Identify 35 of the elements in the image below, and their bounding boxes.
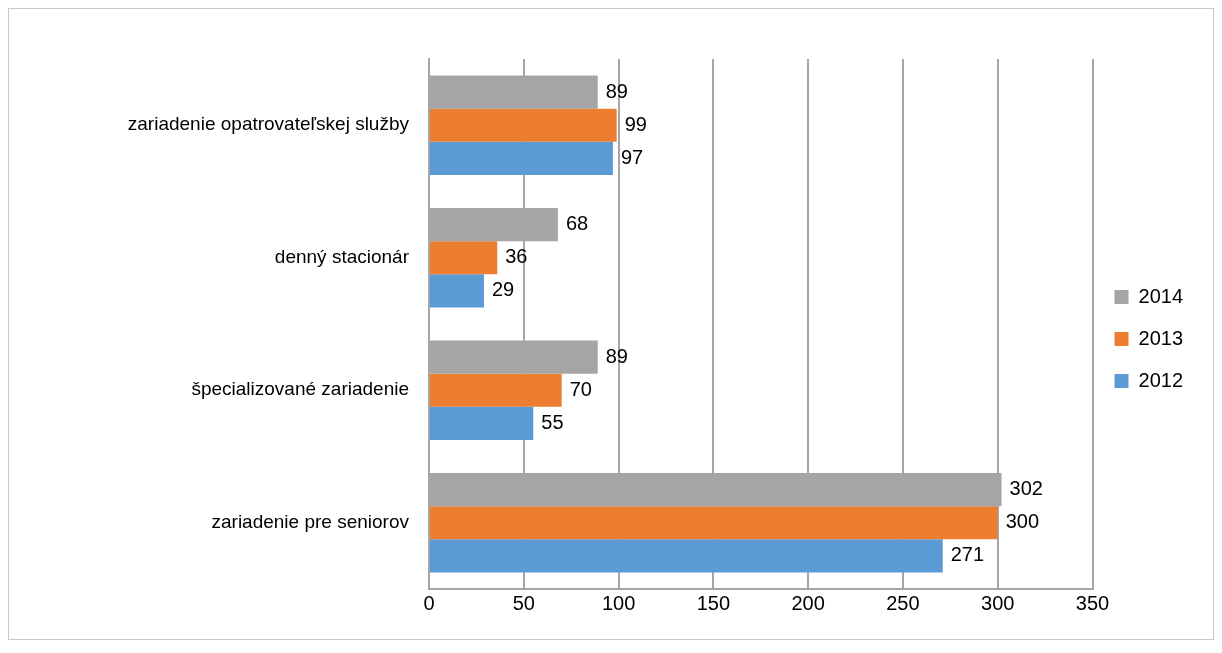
data-label: 89 [605,344,628,367]
x-tick-label: 0 [423,591,435,614]
data-label: 70 [569,377,592,400]
bar [430,406,534,440]
data-label: 302 [1009,477,1043,500]
bar [430,241,498,275]
data-label: 68 [565,212,589,235]
bar [430,539,943,573]
data-label: 55 [541,410,564,433]
legend-label: 2013 [1138,326,1184,349]
legend-label: 2012 [1138,368,1184,391]
y-tick-label: zariadenie pre seniorov [211,510,410,532]
data-label: 99 [624,112,647,135]
bar [430,373,562,407]
data-label: 89 [605,79,628,102]
x-tick-label: 300 [981,591,1015,614]
bar [430,141,613,175]
x-tick-label: 50 [512,591,535,614]
data-label: 97 [620,145,644,168]
data-label: 271 [950,543,985,566]
data-label: 36 [505,245,528,268]
x-tick-label: 150 [696,591,731,614]
x-tick-label: 250 [886,591,920,614]
x-tick-label: 100 [601,591,636,614]
bar [430,506,998,540]
y-tick-label: denný stacionár [274,245,410,267]
legend-label: 2014 [1138,284,1184,307]
data-label: 29 [491,278,515,301]
bar [430,274,484,308]
y-tick-label: zariadenie opatrovateľskej služby [127,113,410,135]
bar [430,108,617,142]
data-label: 300 [1005,510,1040,533]
x-tick-label: 200 [791,591,825,614]
x-tick-label: 350 [1075,591,1110,614]
y-tick-label: špecializované zariadenie [191,378,409,400]
